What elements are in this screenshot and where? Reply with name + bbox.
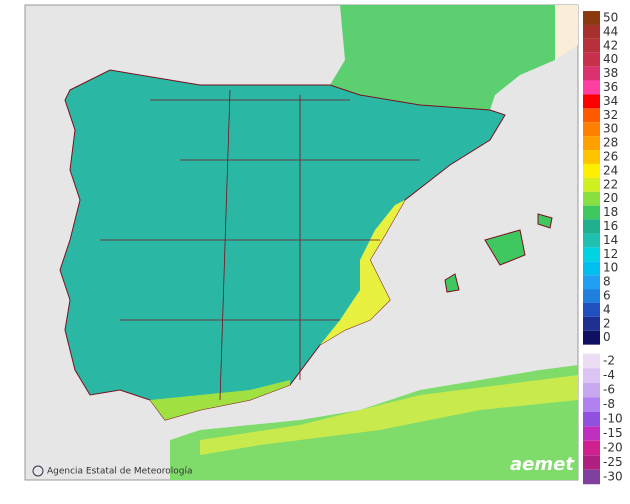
legend-label: -25 [603,455,623,469]
legend-swatch [583,302,600,317]
legend-label: 0 [603,330,611,344]
legend-swatch [583,66,600,81]
legend-label: 32 [603,108,618,122]
legend-swatch [583,440,600,456]
legend-label: -10 [603,412,623,426]
legend-label: -6 [603,383,615,397]
legend-label: 8 [603,275,611,289]
legend-swatch [583,316,600,331]
africa-coast [200,375,578,455]
legend-swatch [583,411,600,427]
legend-swatch [583,275,600,290]
legend-label: 38 [603,66,618,80]
legend-swatch [583,205,600,220]
legend-label: 12 [603,247,618,261]
legend-label: 18 [603,205,618,219]
legend-swatch [583,289,600,303]
legend-label: -20 [603,441,623,455]
legend-label: -2 [603,354,615,368]
legend-label: 10 [603,261,618,275]
legend-swatch [583,261,600,276]
legend-swatch [583,80,600,95]
legend-swatch [583,52,600,67]
legend-swatch [583,353,600,369]
legend-swatch [583,177,600,192]
legend-swatch [583,24,600,39]
legend-label: 2 [603,316,611,330]
legend-swatch [583,38,600,53]
france [330,5,555,110]
legend-label: 24 [603,163,618,177]
legend-label: 16 [603,219,618,233]
legend-label: -4 [603,368,615,382]
legend-label: 14 [603,233,618,247]
legend-swatch [583,219,600,234]
legend-label: 4 [603,302,611,316]
legend: 5044424038363432302826242220181614121086… [583,11,623,485]
legend-label: 22 [603,177,618,191]
legend-swatch [583,368,600,383]
mallorca [484,229,526,266]
legend-swatch [583,94,600,109]
legend-swatch [583,11,600,25]
legend-swatch [583,122,600,137]
legend-swatch [583,163,600,178]
legend-swatch [583,191,600,206]
legend-label: 42 [603,38,618,52]
coastal-warm-band [320,200,405,345]
legend-swatch [583,150,600,164]
legend-label: 20 [603,191,618,205]
legend-label: 6 [603,289,611,303]
legend-label: 44 [603,24,618,38]
legend-swatch [583,455,600,470]
legend-label: 40 [603,52,618,66]
legend-swatch [583,469,600,485]
legend-swatch [583,426,600,441]
iberia [59,69,506,421]
legend-label: 30 [603,122,618,136]
legend-label: 34 [603,94,618,108]
copyright-icon [32,465,44,477]
legend-label: -30 [603,470,623,484]
ibiza [444,273,460,293]
legend-swatch [583,397,600,412]
legend-swatch [583,330,600,345]
footer-text: Agencia Estatal de Meteorología [47,467,193,477]
legend-label: -8 [603,397,615,411]
legend-label: 28 [603,136,618,150]
logo: aemet [510,454,575,475]
legend-label: 36 [603,80,618,94]
legend-label: -15 [603,426,623,440]
legend-swatch [583,382,600,398]
province-borders [100,89,420,401]
legend-label: 50 [603,11,618,25]
legend-label: 26 [603,150,618,164]
menorca [537,213,553,229]
legend-swatch [583,108,600,123]
legend-swatch [583,247,600,262]
land-outside [555,5,578,60]
legend-swatch [583,233,600,248]
legend-swatch [583,136,600,151]
